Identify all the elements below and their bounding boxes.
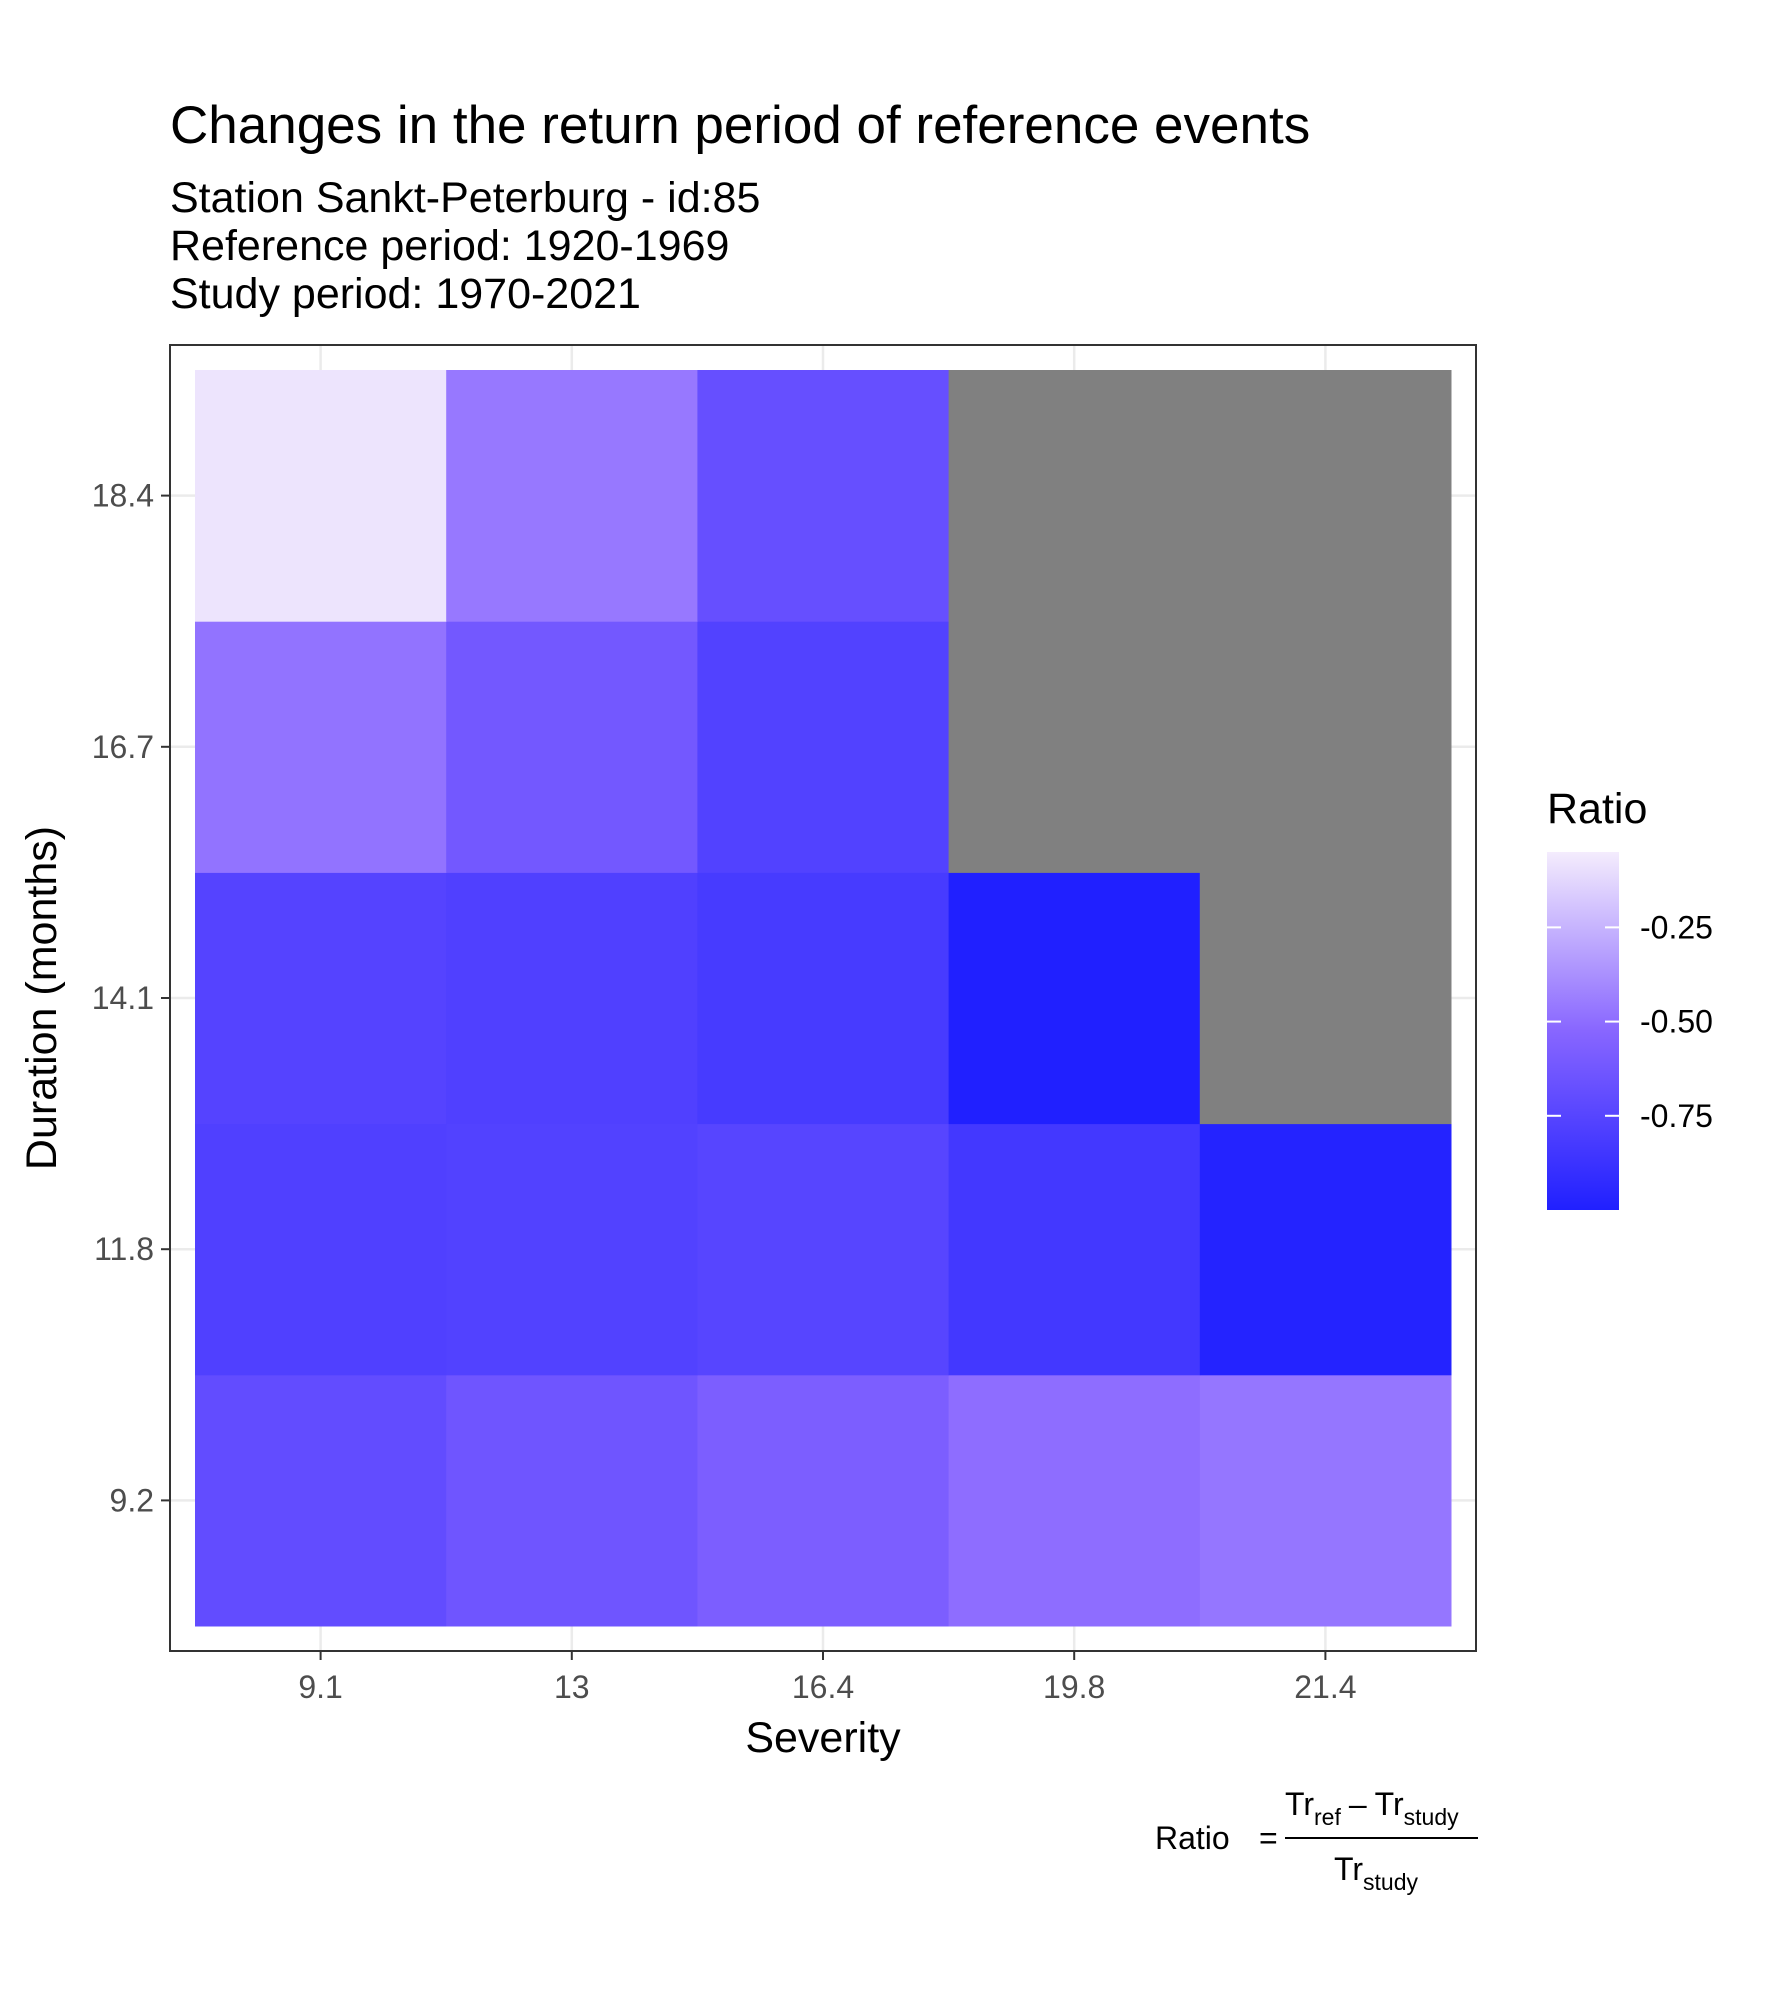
heatmap-tile <box>948 1123 1201 1376</box>
y-tick-label: 14.1 <box>92 980 154 1016</box>
y-tick-label: 9.2 <box>110 1482 154 1518</box>
heatmap-tile <box>195 1123 447 1376</box>
chart-title: Changes in the return period of referenc… <box>170 96 1310 155</box>
chart-subtitle-line-3: Study period: 1970-2021 <box>170 270 641 318</box>
heatmap-tile <box>1199 1374 1452 1627</box>
caption-lhs: Ratio <box>1155 1820 1230 1856</box>
legend-break-label: -0.75 <box>1640 1098 1713 1134</box>
x-tick-label: 21.4 <box>1294 1669 1356 1705</box>
heatmap-tile <box>195 1374 447 1627</box>
heatmap-tile <box>697 1374 950 1627</box>
chart-subtitle-line-2: Reference period: 1920-1969 <box>170 222 729 270</box>
legend-colorbar <box>1547 852 1619 1210</box>
heatmap-tile <box>697 370 950 622</box>
x-axis-title: Severity <box>745 1714 901 1762</box>
x-tick-label: 13 <box>554 1669 590 1705</box>
heatmap-tile <box>697 872 950 1125</box>
axes: 9.1 13 16.4 19.8 21.4 9.2 11.8 14.1 16.7 18.4 <box>92 478 1357 1705</box>
heatmap-tile-na <box>1199 872 1452 1125</box>
ratio-formula-caption: Ratio = Trref – Trstudy Trstudy <box>1155 1786 1478 1895</box>
y-tick-label: 11.8 <box>94 1231 154 1267</box>
caption-numerator: Trref – Trstudy <box>1285 1786 1459 1830</box>
caption-equals: = <box>1259 1820 1278 1856</box>
legend-title: Ratio <box>1547 785 1647 833</box>
heatmap-tile <box>948 872 1201 1125</box>
legend-break-label: -0.50 <box>1640 1004 1713 1040</box>
heatmap-tile-na <box>948 370 1201 622</box>
heatmap-tile <box>446 872 698 1125</box>
heatmap-tile <box>948 1374 1201 1627</box>
heatmap-tile-na <box>948 621 1201 873</box>
heatmap-tile <box>446 621 698 873</box>
heatmap-tiles <box>195 370 1452 1627</box>
chart-subtitle-line-1: Station Sankt-Peterburg - id:85 <box>170 174 760 222</box>
heatmap-tile <box>697 621 950 873</box>
heatmap-tile <box>195 872 447 1125</box>
heatmap-tile <box>195 370 447 622</box>
x-tick-label: 16.4 <box>792 1669 854 1705</box>
heatmap-tile <box>195 621 447 873</box>
heatmap-tile-na <box>1199 621 1452 873</box>
legend-break-label: -0.25 <box>1640 909 1713 945</box>
heatmap-tile <box>446 1374 698 1627</box>
y-tick-label: 18.4 <box>92 478 154 514</box>
heatmap-tile-na <box>1199 370 1452 622</box>
heatmap-tile <box>446 370 698 622</box>
x-tick-label: 19.8 <box>1043 1669 1105 1705</box>
caption-denominator: Trstudy <box>1334 1851 1418 1895</box>
legend-breaks: -0.25 -0.50 -0.75 <box>1547 909 1713 1134</box>
heatmap-tile <box>697 1123 950 1376</box>
heatmap-tile <box>1199 1123 1452 1376</box>
y-tick-label: 16.7 <box>92 729 154 765</box>
x-tick-label: 9.1 <box>298 1669 342 1705</box>
y-axis-title: Duration (months) <box>18 826 66 1170</box>
heatmap-tile <box>446 1123 698 1376</box>
